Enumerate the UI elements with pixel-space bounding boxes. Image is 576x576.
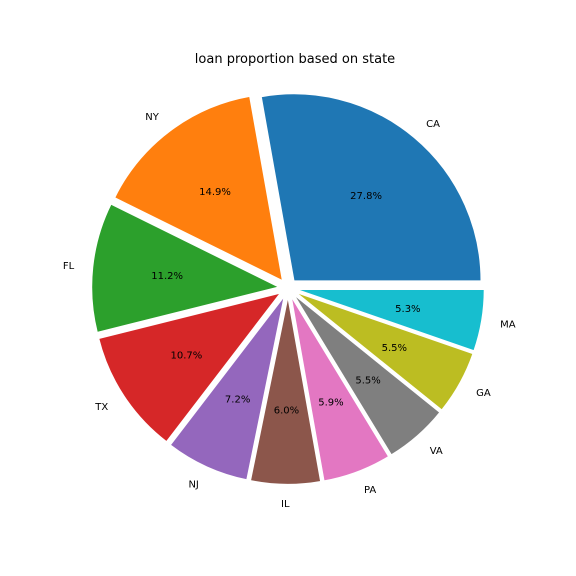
slice-label-pa: PA bbox=[364, 485, 376, 496]
percent-labels: 27.8% 14.9% 11.2% 10.7% 7.2% 6.0% 5.9% 5.5% 5.5%… bbox=[151, 187, 420, 417]
pie-slices bbox=[91, 93, 485, 485]
pct-label-ny: 14.9% bbox=[199, 187, 231, 198]
slice-label-nj: NJ bbox=[188, 480, 198, 491]
pct-label-ma: 5.3% bbox=[395, 304, 420, 315]
chart-title: loan proportion based on state bbox=[195, 52, 395, 67]
pie-slice-ga bbox=[295, 292, 474, 411]
pct-label-nj: 7.2% bbox=[225, 395, 250, 406]
slice-label-ca: CA bbox=[426, 119, 440, 130]
slice-label-tx: TX bbox=[94, 402, 108, 413]
slice-label-ma: MA bbox=[500, 320, 516, 331]
pie-slice-fl bbox=[91, 203, 281, 333]
pie-slice-tx bbox=[98, 292, 282, 443]
slice-label-ga: GA bbox=[476, 388, 491, 399]
pie-slice-ny bbox=[114, 95, 284, 282]
pct-label-ga: 5.5% bbox=[382, 343, 407, 354]
pct-label-pa: 5.9% bbox=[318, 398, 343, 409]
pie-slice-pa bbox=[290, 296, 390, 482]
pct-label-ca: 27.8% bbox=[350, 191, 382, 202]
slice-label-fl: FL bbox=[63, 261, 75, 272]
pie-slice-nj bbox=[169, 296, 285, 481]
slice-label-va: VA bbox=[430, 446, 443, 457]
pct-label-tx: 10.7% bbox=[171, 351, 203, 362]
pct-label-fl: 11.2% bbox=[151, 271, 183, 282]
pie-slice-il bbox=[249, 297, 322, 485]
pie-slice-ma bbox=[297, 289, 485, 352]
slice-labels: CA NY FL TX NJ IL PA VA GA MA bbox=[63, 112, 516, 510]
slice-label-ny: NY bbox=[145, 112, 159, 123]
pct-label-il: 6.0% bbox=[274, 406, 299, 417]
slice-label-il: IL bbox=[281, 499, 290, 510]
pie-slice-va bbox=[293, 294, 441, 456]
pct-label-va: 5.5% bbox=[355, 375, 380, 386]
pie-slice-ca bbox=[260, 93, 482, 282]
